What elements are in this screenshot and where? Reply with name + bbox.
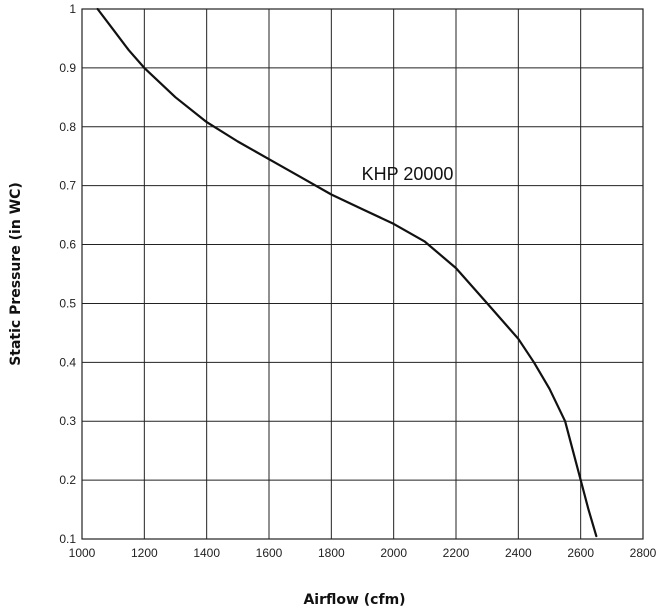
series-line	[96, 7, 598, 538]
y-tick-label: 0.4	[59, 355, 76, 369]
x-tick-label: 2600	[567, 546, 594, 560]
x-tick-label: 2400	[505, 546, 532, 560]
x-tick-label: 2200	[443, 546, 470, 560]
y-tick-label: 1	[69, 2, 76, 16]
x-tick-label: 2800	[630, 546, 657, 560]
x-tick-label: 1000	[69, 546, 96, 560]
series-group	[96, 7, 598, 538]
x-axis-title: Airflow (cfm)	[303, 592, 405, 608]
y-tick-label: 0.5	[59, 296, 76, 310]
plot-frame	[81, 8, 644, 540]
y-tick-label: 0.7	[59, 179, 76, 193]
y-tick-label: 0.8	[59, 120, 76, 134]
x-tick-label: 1400	[193, 546, 220, 560]
series-annotation: KHP 20000	[362, 164, 454, 184]
x-tick-label: 1600	[256, 546, 283, 560]
y-axis-title: Static Pressure (in WC)	[8, 182, 24, 366]
y-tick-label: 0.9	[59, 61, 76, 75]
x-tick-label: 1800	[318, 546, 345, 560]
y-tick-label: 0.2	[59, 473, 76, 487]
y-tick-label: 0.1	[59, 532, 76, 546]
annotations-group: KHP 20000	[362, 164, 454, 184]
y-tick-label: 0.6	[59, 238, 76, 252]
y-tick-labels: 0.1 0.2 0.3 0.4 0.5 0.6 0.7 0.8 0.9 1	[59, 2, 76, 546]
x-tick-label: 2000	[380, 546, 407, 560]
y-tick-label: 0.3	[59, 414, 76, 428]
x-tick-labels: 1000 1200 1400 1600 1800 2000 2200 2400 2600 2800	[69, 546, 657, 560]
x-tick-label: 1200	[131, 546, 158, 560]
